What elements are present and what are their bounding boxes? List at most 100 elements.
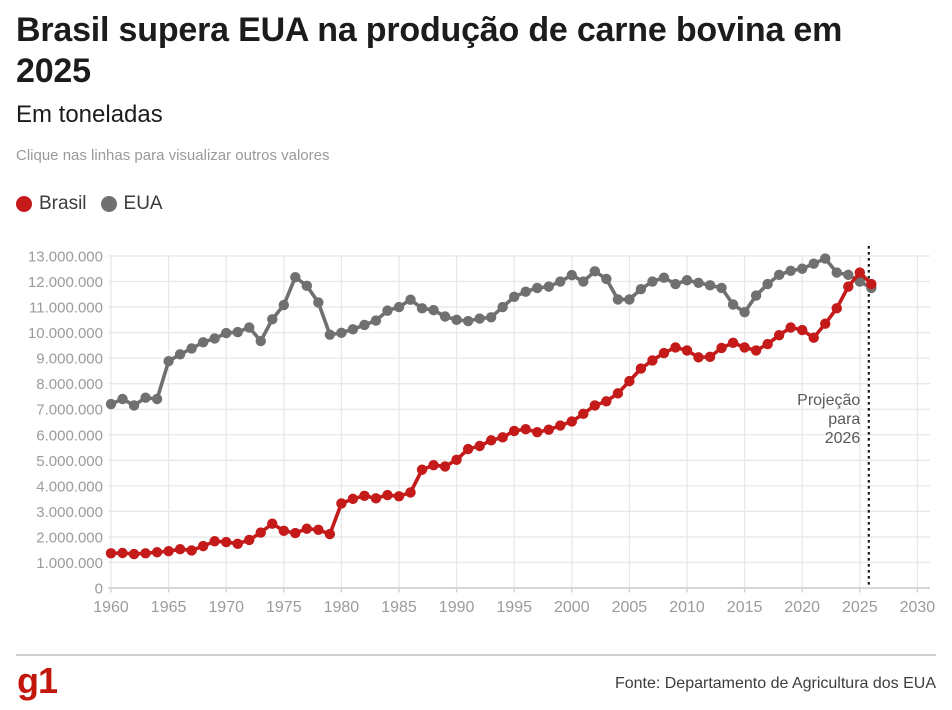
data-point-eua-1983[interactable]	[370, 315, 382, 326]
data-point-eua-1975[interactable]	[278, 299, 289, 311]
data-point-eua-2006[interactable]	[635, 283, 647, 295]
data-point-eua-2020[interactable]	[797, 263, 808, 274]
data-point-eua-2017[interactable]	[762, 278, 773, 290]
data-point-brasil-2000[interactable]	[566, 416, 577, 427]
data-point-brasil-2020[interactable]	[797, 324, 808, 336]
data-point-brasil-1972[interactable]	[244, 534, 255, 546]
data-point-eua-1991[interactable]	[462, 315, 474, 327]
data-point-brasil-1983[interactable]	[370, 493, 382, 504]
data-point-eua-2016[interactable]	[750, 290, 762, 301]
data-point-eua-1997[interactable]	[532, 282, 543, 294]
data-point-eua-1972[interactable]	[244, 322, 255, 333]
data-point-brasil-2022[interactable]	[820, 318, 831, 329]
data-point-eua-1987[interactable]	[416, 303, 428, 314]
data-point-eua-1990[interactable]	[451, 314, 462, 326]
data-point-eua-1963[interactable]	[140, 392, 151, 403]
data-point-eua-2024[interactable]	[843, 269, 854, 281]
data-point-eua-1988[interactable]	[428, 304, 439, 316]
data-point-brasil-2023[interactable]	[831, 303, 842, 314]
data-point-eua-2007[interactable]	[647, 276, 658, 287]
data-point-brasil-1996[interactable]	[520, 423, 531, 435]
data-point-brasil-1988[interactable]	[428, 459, 439, 471]
data-point-brasil-2010[interactable]	[681, 345, 693, 356]
data-point-brasil-1974[interactable]	[267, 518, 278, 529]
data-point-eua-1970[interactable]	[221, 327, 232, 339]
data-point-brasil-2024[interactable]	[843, 281, 854, 292]
data-point-brasil-2008[interactable]	[658, 347, 670, 359]
data-point-brasil-1981[interactable]	[347, 493, 359, 505]
data-point-brasil-1994[interactable]	[497, 432, 508, 443]
data-point-brasil-1980[interactable]	[336, 498, 347, 509]
data-point-brasil-1966[interactable]	[174, 543, 186, 555]
data-point-eua-1993[interactable]	[485, 312, 497, 323]
data-point-brasil-2004[interactable]	[612, 388, 624, 399]
data-point-brasil-1987[interactable]	[416, 464, 428, 475]
data-point-brasil-2017[interactable]	[762, 338, 773, 350]
data-point-brasil-2012[interactable]	[704, 351, 716, 363]
data-point-eua-1986[interactable]	[405, 294, 416, 305]
data-point-eua-2013[interactable]	[716, 282, 727, 294]
data-point-eua-2005[interactable]	[624, 294, 635, 305]
data-point-brasil-1968[interactable]	[197, 540, 209, 552]
data-point-brasil-2002[interactable]	[589, 400, 601, 411]
data-point-brasil-1962[interactable]	[128, 548, 140, 560]
data-point-brasil-1967[interactable]	[186, 545, 197, 556]
data-point-eua-2010[interactable]	[681, 275, 693, 286]
data-point-eua-1978[interactable]	[313, 297, 324, 308]
data-point-brasil-1991[interactable]	[462, 443, 474, 455]
data-point-eua-1965[interactable]	[163, 356, 174, 367]
data-point-brasil-1995[interactable]	[509, 425, 520, 437]
data-point-brasil-2005[interactable]	[624, 375, 635, 387]
data-point-brasil-1982[interactable]	[359, 490, 370, 502]
data-point-eua-1999[interactable]	[555, 276, 566, 287]
data-point-eua-2001[interactable]	[578, 276, 589, 287]
data-point-eua-2012[interactable]	[704, 280, 716, 291]
data-point-brasil-2018[interactable]	[773, 329, 785, 341]
data-point-eua-1992[interactable]	[474, 313, 485, 324]
data-point-eua-2021[interactable]	[808, 258, 819, 269]
data-point-eua-1977[interactable]	[301, 280, 313, 292]
data-point-brasil-2014[interactable]	[727, 337, 739, 349]
data-point-eua-1966[interactable]	[174, 349, 186, 360]
data-point-eua-1996[interactable]	[520, 286, 531, 297]
data-point-eua-2009[interactable]	[670, 278, 681, 290]
data-point-eua-2015[interactable]	[739, 306, 750, 318]
data-point-eua-2008[interactable]	[658, 272, 670, 283]
data-point-brasil-1990[interactable]	[451, 454, 462, 465]
series-brasil[interactable]	[105, 267, 877, 560]
data-point-brasil-1961[interactable]	[117, 547, 128, 559]
data-point-brasil-2011[interactable]	[693, 352, 704, 363]
data-point-eua-2023[interactable]	[831, 267, 842, 278]
data-point-brasil-1973[interactable]	[255, 527, 266, 538]
data-point-eua-2011[interactable]	[693, 277, 704, 288]
data-point-eua-2018[interactable]	[773, 269, 785, 281]
data-point-brasil-1963[interactable]	[140, 548, 151, 559]
data-point-eua-1961[interactable]	[117, 393, 128, 405]
data-point-brasil-1997[interactable]	[532, 427, 543, 438]
data-point-eua-2014[interactable]	[727, 299, 739, 310]
data-point-brasil-1969[interactable]	[209, 536, 220, 547]
series-eua[interactable]	[105, 253, 877, 411]
data-point-eua-2019[interactable]	[785, 265, 796, 276]
data-point-eua-1973[interactable]	[255, 335, 266, 347]
data-point-eua-2022[interactable]	[820, 253, 831, 264]
data-point-eua-2003[interactable]	[601, 273, 612, 285]
data-point-brasil-1977[interactable]	[301, 523, 313, 534]
data-point-eua-2004[interactable]	[612, 294, 624, 305]
data-point-brasil-1976[interactable]	[290, 527, 301, 539]
data-point-eua-1976[interactable]	[290, 271, 301, 283]
data-point-brasil-1999[interactable]	[555, 420, 566, 431]
data-point-brasil-2026[interactable]	[866, 278, 877, 290]
data-point-eua-1989[interactable]	[439, 311, 451, 322]
data-point-eua-2025[interactable]	[854, 276, 865, 287]
data-point-eua-1969[interactable]	[209, 333, 220, 344]
data-point-eua-1980[interactable]	[336, 327, 347, 339]
data-point-brasil-2013[interactable]	[716, 342, 727, 354]
data-point-eua-1974[interactable]	[267, 314, 278, 325]
data-point-eua-2000[interactable]	[566, 269, 577, 281]
data-point-eua-1979[interactable]	[324, 329, 336, 340]
data-point-brasil-1989[interactable]	[439, 461, 451, 472]
data-point-eua-1962[interactable]	[128, 400, 140, 411]
data-point-brasil-1978[interactable]	[313, 524, 324, 535]
data-point-brasil-1986[interactable]	[405, 487, 416, 498]
